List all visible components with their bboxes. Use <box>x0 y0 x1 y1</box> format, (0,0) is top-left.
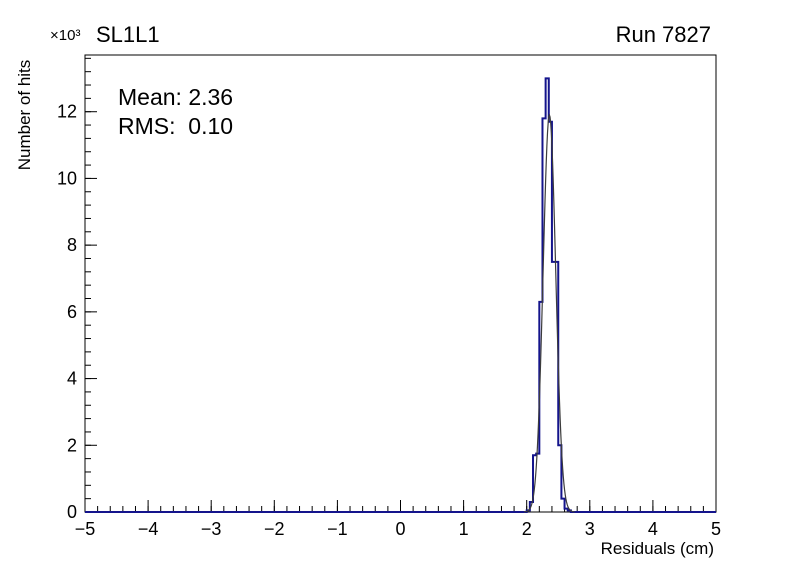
x-tick-label: −2 <box>264 519 285 539</box>
x-tick-label: 3 <box>585 519 595 539</box>
x-tick-label: −4 <box>138 519 159 539</box>
run-label: Run 7827 <box>615 22 711 47</box>
stat-mean: Mean: 2.36 <box>118 84 234 110</box>
y-tick-label: 6 <box>67 302 77 322</box>
x-tick-label: 5 <box>711 519 721 539</box>
y-tick-label: 2 <box>67 435 77 455</box>
y-tick-label: 4 <box>67 369 77 389</box>
fit-curve <box>524 113 575 513</box>
stat-rms: RMS: 0.10 <box>118 113 234 139</box>
y-tick-label: 12 <box>57 102 77 122</box>
y-axis-scale: ×10³ <box>50 27 81 44</box>
y-tick-label: 0 <box>67 502 77 522</box>
x-axis-title: Residuals (cm) <box>600 539 714 558</box>
histogram-line <box>85 77 716 513</box>
x-tick-label: 4 <box>648 519 658 539</box>
x-tick-label: 2 <box>522 519 532 539</box>
y-axis-title: Number of hits <box>15 59 34 171</box>
x-tick-label: 1 <box>459 519 469 539</box>
plot-title: SL1L1 <box>96 22 160 47</box>
x-tick-label: 0 <box>395 519 405 539</box>
x-tick-label: −3 <box>201 519 222 539</box>
x-tick-label: −5 <box>75 519 96 539</box>
y-tick-label: 8 <box>67 235 77 255</box>
x-tick-label: −1 <box>327 519 348 539</box>
y-tick-label: 10 <box>57 168 77 188</box>
